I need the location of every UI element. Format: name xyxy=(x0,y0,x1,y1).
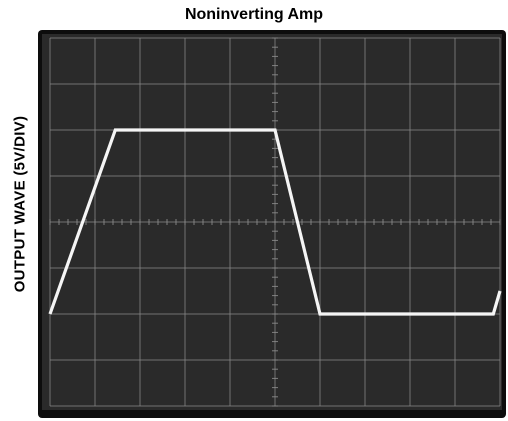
oscilloscope-screen xyxy=(38,30,506,418)
waveform-layer xyxy=(48,128,502,316)
chart-title: Noninverting Amp xyxy=(184,6,324,23)
waveform-trace xyxy=(48,128,502,316)
y-axis-label: OUTPUT WAVE (5V/DIV) xyxy=(11,115,29,293)
graticule-grid xyxy=(49,37,501,407)
